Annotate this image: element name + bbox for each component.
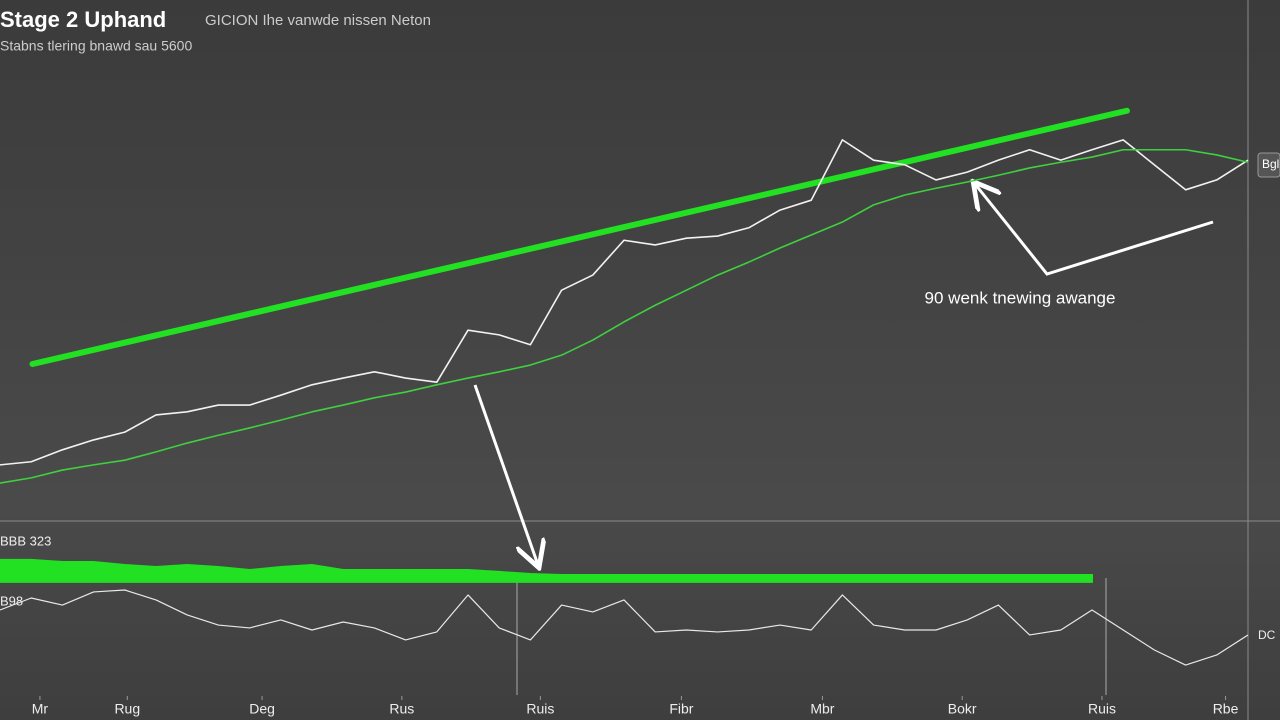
price-label: Bgl <box>1262 157 1279 171</box>
x-tick-label: Fibr <box>669 701 693 717</box>
x-tick-label: Ruis <box>1088 701 1116 717</box>
x-tick-label: Mbr <box>810 701 834 717</box>
indicator-line <box>0 148 1249 484</box>
x-tick-label: Rbe <box>1213 701 1239 717</box>
price-line <box>0 139 1249 466</box>
subtitle: Stabns tlering bnawd sau 5600 <box>0 38 192 54</box>
x-tick-label: Deg <box>249 701 275 717</box>
title: Stage 2 Uphand <box>0 7 166 32</box>
x-tick-label: Bokr <box>948 701 977 717</box>
x-tick-label: Rus <box>389 701 414 717</box>
volume-area <box>0 558 1093 583</box>
header-note: GICION Ihe vanwde nissen Neton <box>205 12 431 29</box>
price-label-box <box>1257 152 1280 178</box>
x-tick-label: Rug <box>114 701 140 717</box>
trend-line <box>29 107 1130 367</box>
indicator-line <box>0 589 1249 666</box>
panel-label: DC <box>1258 628 1276 642</box>
x-tick-label: Ruis <box>526 701 554 717</box>
annotation-arrow <box>975 184 1214 276</box>
annotation: 90 wenk tnewing awange <box>925 288 1116 307</box>
panel-label: B98 <box>0 593 23 608</box>
x-tick-label: Mr <box>32 701 49 717</box>
annotation-arrow <box>473 384 538 565</box>
panel-label: BBB 323 <box>0 533 51 548</box>
